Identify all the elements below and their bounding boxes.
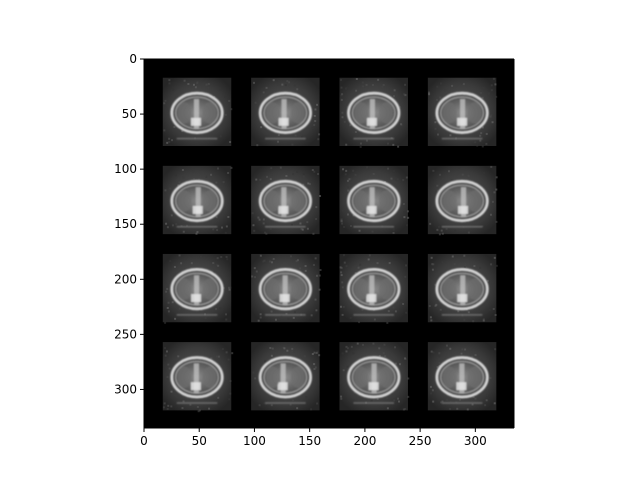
y-tick-label: 300: [114, 382, 137, 396]
x-tick-label: 100: [243, 434, 266, 448]
image-tile: [339, 342, 410, 411]
axes: 0 50 100 150 200 250 300 0 50 100 150 200 250 300: [114, 52, 515, 448]
x-tick-label: 200: [353, 434, 376, 448]
image-tile: [339, 253, 408, 324]
x-tick-label: 50: [192, 434, 207, 448]
image-tile: [427, 253, 498, 323]
y-tick-label: 200: [114, 272, 137, 286]
image-tile: [162, 165, 233, 235]
image-tile: [251, 165, 322, 235]
image-tile: [251, 77, 321, 147]
x-tick-label: 250: [409, 434, 432, 448]
image-tile: [427, 165, 498, 236]
image-tile: [251, 342, 321, 411]
image-tile: [162, 342, 234, 413]
image-tile: [339, 165, 410, 235]
image-tile: [162, 253, 232, 324]
y-tick-label: 0: [129, 52, 137, 66]
x-tick-label: 150: [298, 434, 321, 448]
image-tile-grid: [162, 77, 498, 413]
y-tick-label: 50: [122, 107, 137, 121]
y-tick-label: 150: [114, 217, 137, 231]
y-tick-label: 100: [114, 162, 137, 176]
image-tile: [427, 77, 498, 148]
image-tile: [339, 77, 408, 148]
image-tile: [427, 342, 497, 411]
image-area: [144, 59, 514, 428]
image-tile: [251, 253, 322, 323]
y-axis-ticks: 0 50 100 150 200 250 300: [114, 52, 144, 396]
x-tick-label: 300: [464, 434, 487, 448]
y-tick-label: 250: [114, 327, 137, 341]
x-axis-ticks: 0 50 100 150 200 250 300: [140, 428, 487, 448]
x-tick-label: 0: [140, 434, 148, 448]
image-tile: [162, 77, 233, 147]
